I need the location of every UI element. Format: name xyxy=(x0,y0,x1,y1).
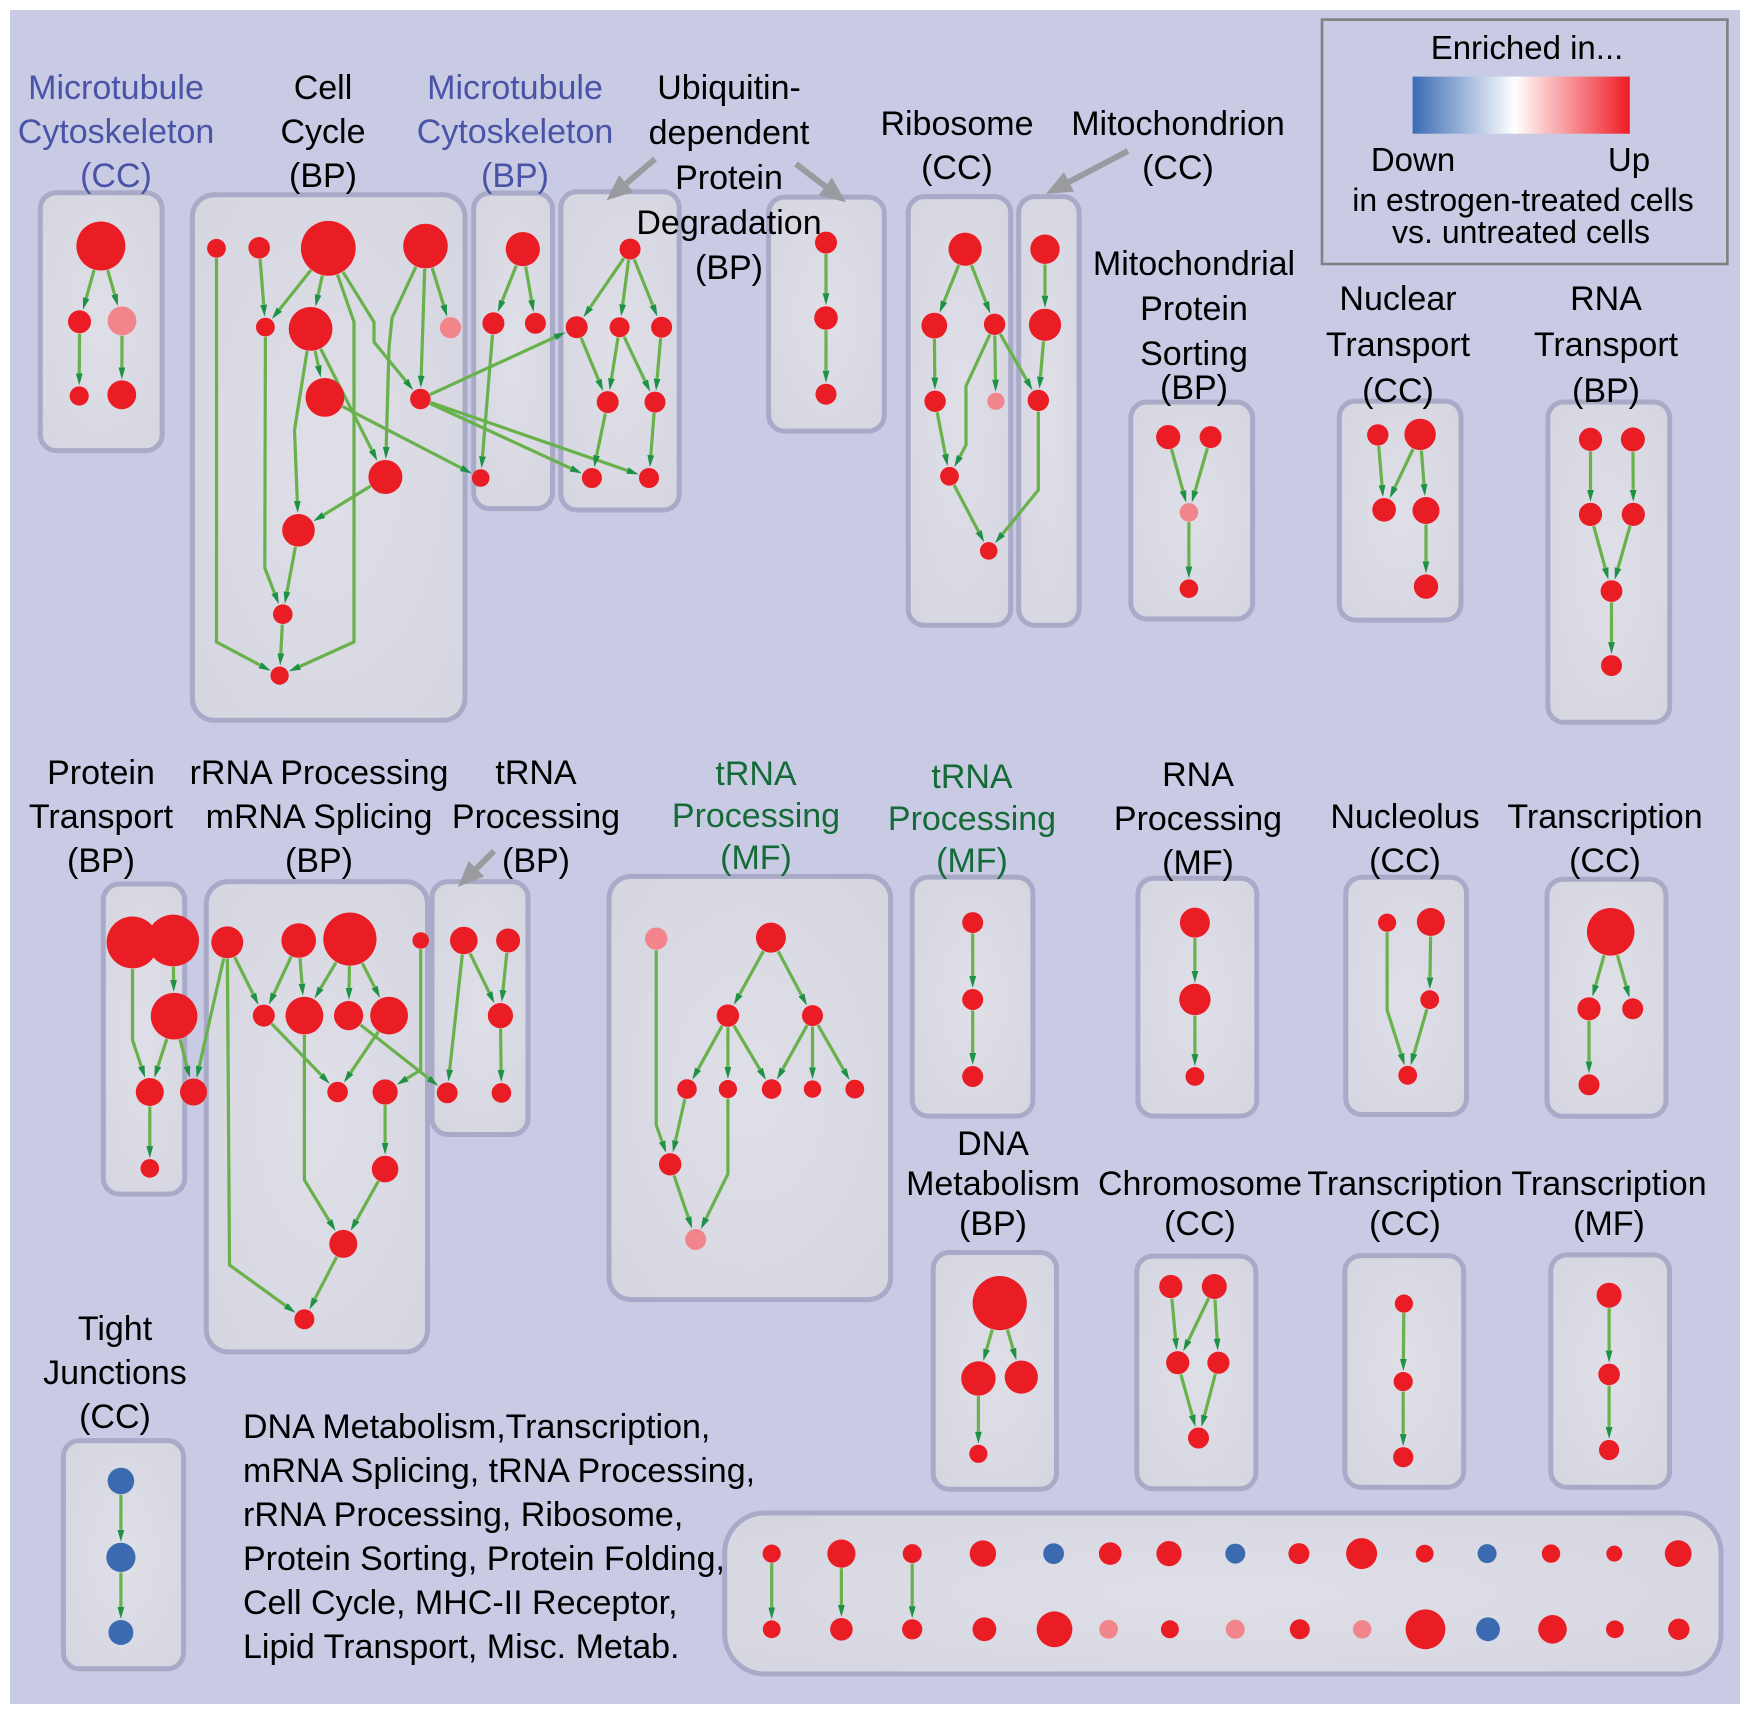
svg-text:Junctions: Junctions xyxy=(43,1354,187,1392)
svg-text:(BP): (BP) xyxy=(1160,369,1228,407)
svg-text:(CC): (CC) xyxy=(1142,149,1214,187)
svg-text:Transport: Transport xyxy=(1326,326,1471,364)
svg-text:(MF): (MF) xyxy=(720,839,792,877)
svg-text:(CC): (CC) xyxy=(79,1398,151,1436)
svg-text:(MF): (MF) xyxy=(936,842,1008,880)
svg-text:(BP): (BP) xyxy=(289,157,357,195)
svg-text:tRNA: tRNA xyxy=(495,754,577,792)
svg-text:dependent: dependent xyxy=(649,114,810,152)
svg-text:(BP): (BP) xyxy=(959,1205,1027,1243)
svg-text:Protein Sorting, Protein Foldi: Protein Sorting, Protein Folding, xyxy=(243,1540,725,1578)
svg-text:Mitochondrial: Mitochondrial xyxy=(1093,245,1295,283)
svg-text:Microtubule: Microtubule xyxy=(427,69,603,107)
svg-text:Metabolism: Metabolism xyxy=(906,1165,1080,1203)
svg-text:Protein: Protein xyxy=(47,754,155,792)
svg-text:rRNA Processing: rRNA Processing xyxy=(190,754,449,792)
svg-text:Cell: Cell xyxy=(294,69,353,107)
svg-text:Protein: Protein xyxy=(675,159,783,197)
svg-text:Processing: Processing xyxy=(1114,800,1282,838)
svg-text:Tight: Tight xyxy=(78,1310,153,1348)
svg-text:Lipid Transport, Misc. Metab.: Lipid Transport, Misc. Metab. xyxy=(243,1628,680,1666)
svg-text:DNA Metabolism,Transcription,: DNA Metabolism,Transcription, xyxy=(243,1408,710,1446)
svg-text:Nuclear: Nuclear xyxy=(1339,280,1456,318)
svg-text:Cycle: Cycle xyxy=(280,113,365,151)
svg-text:mRNA Splicing: mRNA Splicing xyxy=(206,798,433,836)
svg-text:Degradation: Degradation xyxy=(636,204,821,242)
svg-text:(MF): (MF) xyxy=(1162,844,1234,882)
svg-text:(BP): (BP) xyxy=(285,842,353,880)
svg-text:Microtubule: Microtubule xyxy=(28,69,204,107)
svg-text:DNA: DNA xyxy=(957,1125,1029,1163)
svg-text:(CC): (CC) xyxy=(921,149,993,187)
svg-text:Enriched in...: Enriched in... xyxy=(1431,29,1624,66)
svg-text:Protein: Protein xyxy=(1140,290,1248,328)
svg-text:tRNA: tRNA xyxy=(931,758,1013,796)
svg-text:Transcription: Transcription xyxy=(1507,798,1702,836)
svg-text:(BP): (BP) xyxy=(502,842,570,880)
svg-text:(CC): (CC) xyxy=(1362,372,1434,410)
svg-text:Nucleolus: Nucleolus xyxy=(1330,798,1479,836)
svg-text:(CC): (CC) xyxy=(1164,1205,1236,1243)
svg-text:Processing: Processing xyxy=(672,797,840,835)
svg-text:Chromosome: Chromosome xyxy=(1098,1165,1302,1203)
svg-text:(BP): (BP) xyxy=(481,157,549,195)
svg-text:rRNA Processing, Ribosome,: rRNA Processing, Ribosome, xyxy=(243,1496,683,1534)
svg-text:RNA: RNA xyxy=(1570,280,1642,318)
svg-text:Transport: Transport xyxy=(1534,326,1679,364)
svg-text:mRNA Splicing, tRNA Processing: mRNA Splicing, tRNA Processing, xyxy=(243,1452,755,1490)
svg-text:Cytoskeleton: Cytoskeleton xyxy=(18,113,215,151)
svg-text:(CC): (CC) xyxy=(80,157,152,195)
svg-text:RNA: RNA xyxy=(1162,756,1234,794)
svg-text:Transcription: Transcription xyxy=(1307,1165,1502,1203)
svg-text:(CC): (CC) xyxy=(1569,842,1641,880)
svg-text:Ubiquitin-: Ubiquitin- xyxy=(657,69,801,107)
svg-text:Cell Cycle, MHC-II Receptor,: Cell Cycle, MHC-II Receptor, xyxy=(243,1584,678,1622)
svg-text:(MF): (MF) xyxy=(1573,1205,1645,1243)
svg-text:(BP): (BP) xyxy=(67,842,135,880)
svg-text:Sorting: Sorting xyxy=(1140,335,1248,373)
svg-text:Mitochondrion: Mitochondrion xyxy=(1071,105,1285,143)
svg-text:Transcription: Transcription xyxy=(1511,1165,1706,1203)
svg-text:tRNA: tRNA xyxy=(715,755,797,793)
svg-text:Up: Up xyxy=(1608,141,1650,178)
svg-text:in estrogen-treated cells: in estrogen-treated cells xyxy=(1352,182,1694,218)
svg-text:(CC): (CC) xyxy=(1369,1205,1441,1243)
svg-text:Processing: Processing xyxy=(452,798,620,836)
svg-text:Ribosome: Ribosome xyxy=(880,105,1033,143)
svg-text:Processing: Processing xyxy=(888,800,1056,838)
svg-text:Down: Down xyxy=(1371,141,1455,178)
svg-text:(BP): (BP) xyxy=(1572,372,1640,410)
svg-text:(BP): (BP) xyxy=(695,249,763,287)
svg-text:(CC): (CC) xyxy=(1369,842,1441,880)
svg-text:Cytoskeleton: Cytoskeleton xyxy=(417,113,614,151)
svg-text:Transport: Transport xyxy=(29,798,174,836)
svg-text:vs. untreated cells: vs. untreated cells xyxy=(1392,214,1650,250)
